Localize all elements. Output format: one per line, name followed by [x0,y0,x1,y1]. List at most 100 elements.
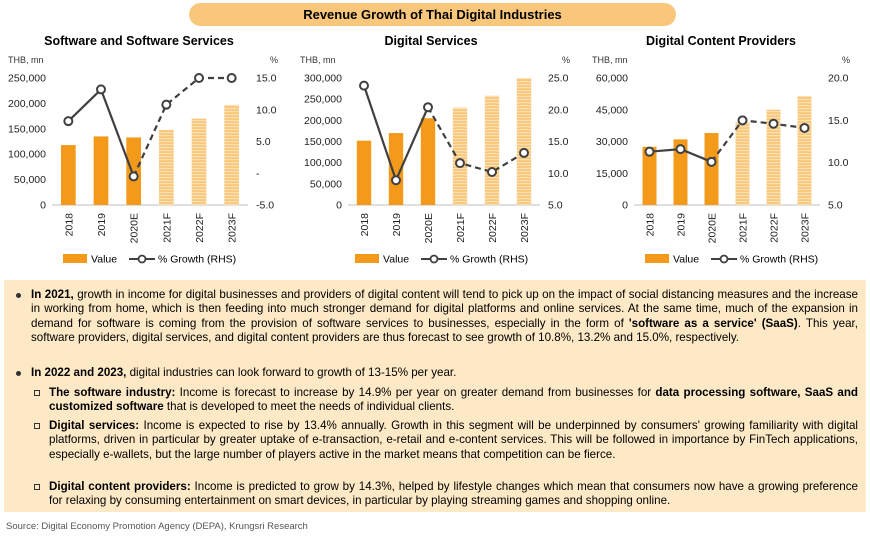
source-note: Source: Digital Economy Promotion Agency… [6,521,308,532]
y2-axis-unit: % [842,55,850,65]
legend-value-label: Value [383,254,409,266]
chart-digital-services: Digital Services THB, mn% 300,000 250,000 20… [292,30,582,270]
growth-point [63,116,74,127]
bar [224,104,240,205]
bar [673,139,688,205]
x-tick-label: 2019 [96,213,108,237]
growth-point [768,118,779,129]
y2-tick-label: 10.0 [256,104,277,116]
chart-title: Software and Software Services [44,34,234,48]
y2-tick-label: 25.0 [548,73,569,85]
legend-growth-label: % Growth (RHS) [158,254,236,266]
x-tick-label: 2018 [63,213,75,237]
bar [452,107,468,205]
x-tick-label: 2018 [645,213,657,237]
y-tick-label: 50,000 [14,174,46,186]
checkbox-bullet-icon [34,484,40,490]
bullet-2022-bold: In 2022 and 2023, [31,366,127,379]
legend-marker [719,254,729,264]
x-tick-label: 2022F [487,213,499,243]
growth-point [706,156,717,167]
legend-growth-label: % Growth (RHS) [740,254,818,266]
bar [60,145,76,205]
y2-tick-label: 15.0 [548,136,569,148]
y-tick-label: 250,000 [304,94,342,106]
y-tick-label: 60,000 [596,73,628,85]
growth-point [359,80,369,91]
y2-tick-label: 15.0 [256,73,277,85]
y2-tick-label: 20.0 [548,104,569,116]
x-tick-label: 2023F [800,213,812,243]
y2-tick-label: - [256,168,260,180]
sub-digital-content: Digital content providers: Income is pre… [34,480,858,509]
chart-title: Digital Services [384,34,477,48]
y-tick-label: 200,000 [304,115,342,127]
x-tick-label: 2018 [359,213,371,237]
main-title: Revenue Growth of Thai Digital Industrie… [189,3,676,26]
growth-point [161,99,172,110]
growth-point [128,171,139,182]
growth-point [644,146,655,157]
x-tick-label: 2020E [129,213,141,243]
y2-axis-unit: % [562,55,570,65]
notes-panel: In 2021, growth in income for digital bu… [4,280,866,512]
bar [126,137,142,205]
legend-value-label: Value [91,254,117,266]
sub-digital-services-bold: Digital services: [49,419,140,432]
growth-line-forecast [710,119,805,163]
y-tick-label: 0 [336,200,342,212]
legend-growth-label: % Growth (RHS) [450,254,528,266]
sub-digital-services-text: Income is expected to rise by 13.4% annu… [49,419,858,461]
legend-marker [137,254,147,264]
bar [516,78,532,205]
legend-bar-swatch [355,254,379,263]
growth-point [519,147,529,158]
sub-software-text: Income is forecast to increase by 14.9% … [175,386,656,399]
chart-svg: Digital Content Providers THB, mn % 60,000 4… [592,34,850,266]
y2-tick-label: 5.0 [548,200,563,212]
y2-tick-label: 20.0 [828,73,849,85]
legend-bar-swatch [63,254,87,263]
x-tick-label: 2023F [227,213,239,243]
growth-point [799,122,810,133]
x-tick-label: 2019 [391,213,403,237]
bar [93,136,109,205]
growth-point [194,73,204,83]
sub-software-bold2: data processing software, SaaS and custo… [49,386,859,414]
chart-digital-content: Digital Content Providers THB, mn% 60,000 4… [584,30,870,270]
bar [420,118,436,205]
y2-tick-label: 5.0 [828,200,843,212]
chart-title: Digital Content Providers [646,34,796,48]
bullet-2021: In 2021, growth in income for digital bu… [16,288,858,346]
y-tick-label: 250,000 [8,73,46,85]
x-tick-label: 2019 [676,213,688,237]
checkbox-bullet-icon [34,423,40,429]
x-tick-label: 2021F [738,213,750,243]
growth-point [96,84,106,95]
y2-tick-label: 15.0 [828,115,849,127]
bullet-dot [16,371,21,376]
x-tick-label: 2020E [423,213,435,243]
growth-point [391,175,401,186]
legend-bar-swatch [645,254,669,263]
y-tick-label: 150,000 [304,136,342,148]
bar [735,122,750,205]
bullet-2021-bold2: 'software as a service' (SaaS) [628,316,798,330]
growth-point [423,102,433,113]
x-tick-label: 2022F [194,213,206,243]
bullet-2021-text2: . This year, software providers, digital… [31,316,858,345]
bar [158,129,174,205]
bar [484,95,500,205]
sub-software-text2: that is developed to meet the needs of i… [163,400,455,414]
legend-marker [429,254,439,264]
growth-point [487,166,497,177]
growth-line-forecast [132,76,232,177]
sub-digital-content-bold: Digital content providers: [49,480,191,493]
bar [191,118,207,205]
bar [642,146,657,205]
bullet-dot [16,293,21,298]
y-tick-label: 100,000 [304,157,342,169]
legend-value-label: Value [673,254,699,266]
sub-digital-content-text: Income is predicted to grow by 14.3%, he… [49,480,858,508]
